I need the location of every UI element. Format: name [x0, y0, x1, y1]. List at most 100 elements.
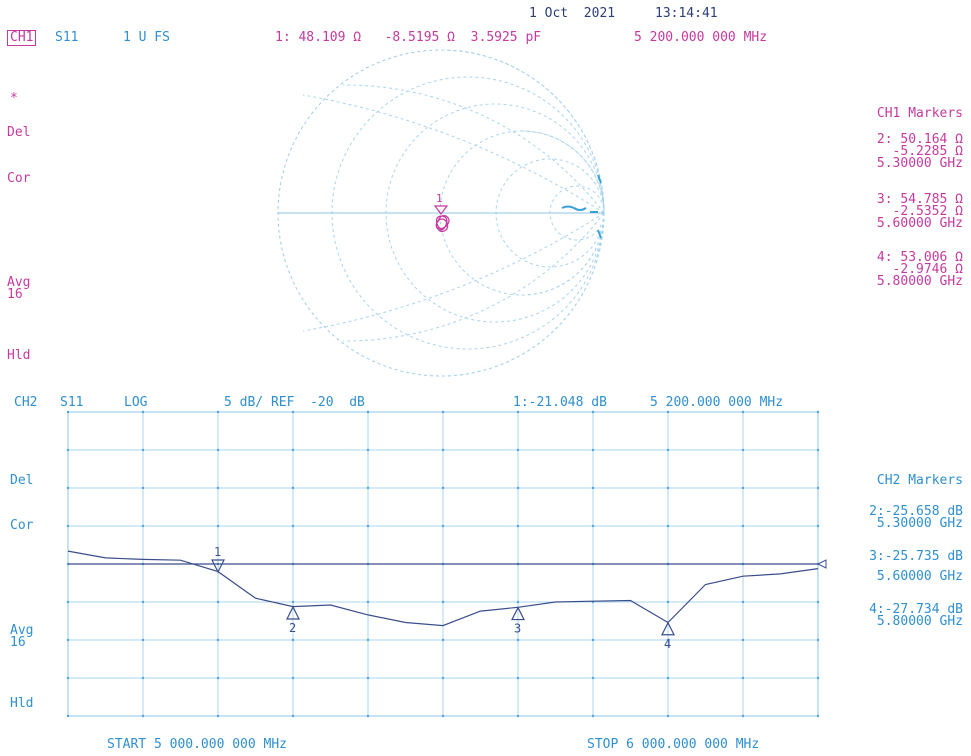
ch2-grid-dot: [441, 486, 445, 490]
ch2-grid-dot: [141, 676, 145, 680]
ch2-marker-3-triangle: [511, 606, 525, 621]
ch2-param: S11: [60, 395, 84, 410]
ch2-grid-dot: [216, 448, 220, 452]
ch2-scale: 5 dB/ REF -20 dB: [224, 395, 365, 410]
ch1-channel-label[interactable]: CH1: [7, 30, 37, 46]
ch2-grid-dot: [516, 600, 520, 604]
ch2-marker-4-line1: 4:-27.734 dB: [869, 602, 963, 617]
ch2-grid-dot: [666, 486, 670, 490]
ch2-grid-dot: [591, 486, 595, 490]
ch2-grid-dot: [216, 676, 220, 680]
ch2-grid-dot: [291, 600, 295, 604]
ch2-grid-dot: [66, 410, 70, 414]
ch2-grid-dot: [366, 562, 370, 566]
ch2-stop-freq: STOP 6 000.000 000 MHz: [587, 737, 760, 752]
ch2-grid-dot: [66, 562, 70, 566]
ch2-grid-dot: [516, 714, 520, 718]
smith-edge-trace-2: [597, 229, 602, 239]
ch2-grid-dot: [441, 562, 445, 566]
ch2-grid-dot: [666, 410, 670, 414]
ch2-marker-4-triangle: [661, 621, 675, 636]
ch2-grid-dot: [366, 676, 370, 680]
ch2-grid-dot: [441, 600, 445, 604]
ch2-grid-dot: [366, 524, 370, 528]
ch2-grid-dot: [816, 486, 820, 490]
ch2-grid-dot: [516, 524, 520, 528]
ch1-marker-3-line2: -2.5352 Ω: [892, 204, 963, 219]
ch1-marker-2-line1: 2: 50.164 Ω: [876, 132, 963, 147]
ch2-grid-dot: [591, 600, 595, 604]
ch2-markers: 1 2 3 4: [211, 545, 675, 651]
ch2-grid-dot: [816, 638, 820, 642]
ch2-grid-dot: [291, 448, 295, 452]
ch2-grid-dot: [66, 600, 70, 604]
ch2-grid-dot: [516, 410, 520, 414]
ch2-grid-dot: [516, 448, 520, 452]
ch1-marker-readout: 1: 48.109 Ω -8.5195 Ω 3.5925 pF: [275, 30, 542, 45]
header-time: 13:14:41: [655, 6, 718, 21]
ch2-grid-dot: [741, 524, 745, 528]
ch2-marker-3-line2: 5.60000 GHz: [876, 569, 963, 584]
ch2-marker-freq: 5 200.000 000 MHz: [650, 395, 784, 410]
ch1-del-annotation: Del: [7, 125, 31, 140]
ch2-grid-dot: [366, 714, 370, 718]
ch2-grid-dot: [591, 714, 595, 718]
ch2-grid-dot: [516, 486, 520, 490]
smith-r-circle-5: [549, 185, 605, 241]
ch1-avg-count: 16: [7, 287, 23, 302]
ch2-grid-dot: [291, 486, 295, 490]
ch2-grid-dot: [216, 410, 220, 414]
smith-r-circle-2: [495, 158, 605, 268]
ch1-avg-annotation: Avg: [7, 275, 31, 290]
ch2-avg-annotation: Avg: [10, 623, 34, 638]
ch2-grid-dot: [66, 676, 70, 680]
ch2-grid-dot: [741, 676, 745, 680]
ch2-grid-dot: [216, 486, 220, 490]
ch2-grid-dot: [141, 600, 145, 604]
ch2-grid-dot: [291, 410, 295, 414]
ch2-grid-dot: [441, 448, 445, 452]
ch2-grid-dot: [816, 600, 820, 604]
smith-x-arc-upper-0.2: [302, 94, 605, 214]
ch2-marker-2-triangle: [286, 605, 300, 620]
ch2-grid-dot: [741, 562, 745, 566]
ch2-grid-dot: [816, 524, 820, 528]
ch2-hld-annotation: Hld: [10, 696, 34, 711]
ch2-grid-dot: [216, 524, 220, 528]
ch2-grid-dot: [66, 524, 70, 528]
smith-x-arc-lower-2: [521, 212, 605, 296]
ch1-marker-2-line2: -5.2285 Ω: [892, 144, 963, 159]
ch2-grid-dot: [741, 410, 745, 414]
ch2-grid-dot: [366, 448, 370, 452]
ch2-grid-dot: [141, 410, 145, 414]
ch2-marker-2-label: 2: [289, 621, 296, 635]
ch2-cor-annotation: Cor: [10, 518, 34, 533]
smith-edge-trace-1: [597, 174, 602, 184]
ch2-channel-label[interactable]: CH2: [14, 395, 38, 410]
header-date: 1 Oct 2021: [529, 6, 616, 21]
smith-r-circle-0.5: [385, 103, 605, 323]
ch1-marker-4-line3: 5.80000 GHz: [876, 274, 963, 289]
ch2-marker-1-label: 1: [214, 545, 221, 559]
smith-r-circle-0.2: [331, 76, 605, 350]
smith-marker-1-label: 1: [436, 192, 443, 205]
ch2-grid-dot: [291, 562, 295, 566]
ch2-grid-dot: [141, 524, 145, 528]
ch2-grid-dot: [741, 714, 745, 718]
smith-x-arc-upper-2: [521, 130, 605, 214]
ch2-grid-dot: [441, 524, 445, 528]
smith-r-circle-1: [439, 130, 605, 296]
ch1-format: 1 U FS: [123, 30, 170, 45]
ch1-marker-4-line2: -2.9746 Ω: [892, 262, 963, 277]
ch2-grid-dot: [816, 448, 820, 452]
ch2-grid: [66, 410, 820, 718]
ch2-grid-dot: [216, 638, 220, 642]
ch1-marker-3-line1: 3: 54.785 Ω: [876, 192, 963, 207]
ch2-grid-dot: [141, 638, 145, 642]
ch2-grid-dot: [441, 714, 445, 718]
ch2-grid-dot: [591, 562, 595, 566]
smith-marker-1-triangle: [433, 205, 449, 215]
ch2-grid-dot: [591, 524, 595, 528]
